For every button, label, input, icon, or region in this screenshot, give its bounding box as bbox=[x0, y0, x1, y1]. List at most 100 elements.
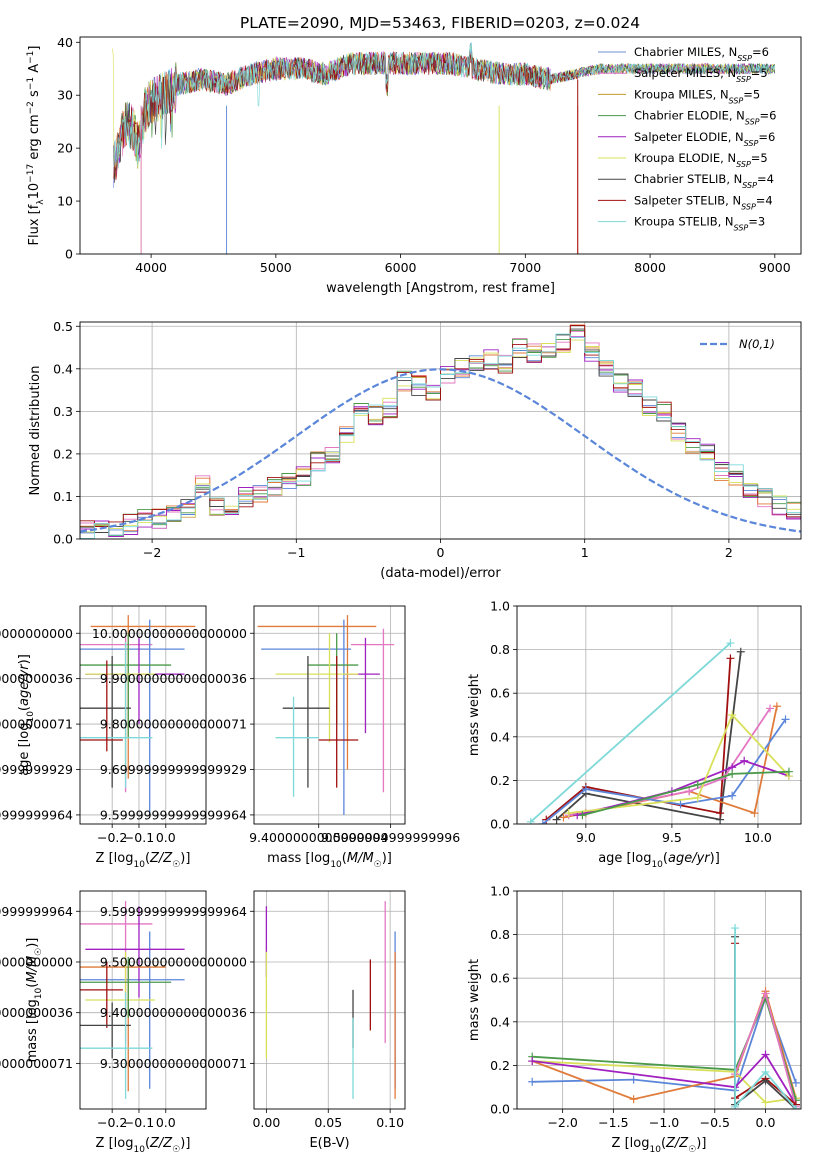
y-tick-label: 0.0 bbox=[490, 817, 510, 832]
x-axis-label: E(B-V) bbox=[309, 1136, 349, 1151]
mass-vs-ebv-axes: 0.00 0.05 0.10 9.30000000000000071 9.4000000… bbox=[100, 891, 405, 1130]
label-part: ( bbox=[661, 1136, 666, 1151]
y-axis-label: Flux [fλ10−17 erg cm−2 s−1 A−1] bbox=[26, 46, 46, 246]
y-tick-label: 10.00000000000000000 bbox=[0, 626, 73, 641]
weight-marker-green bbox=[578, 811, 587, 820]
spectrum-series-cyan bbox=[113, 42, 775, 168]
legend-label-sub: SSP bbox=[736, 75, 751, 84]
label-part: 10 bbox=[330, 860, 342, 870]
mass-vs-z-frame bbox=[79, 890, 207, 1110]
y-tick-label: 0.3 bbox=[53, 404, 73, 419]
y-tick-label: 0.8 bbox=[490, 642, 510, 657]
weight-marker-orange bbox=[559, 813, 568, 822]
legend-label: Kroupa ELODIE, NSSP=5 bbox=[634, 151, 768, 169]
legend-label: N(0,1) bbox=[739, 337, 775, 351]
label-part: ( bbox=[145, 851, 150, 866]
legend-label-suffix: =4 bbox=[757, 172, 774, 186]
label-part: λ bbox=[36, 199, 46, 205]
weight-marker-gray bbox=[552, 815, 561, 824]
legend-label-main: Kroupa STELIB, N bbox=[634, 215, 734, 229]
label-part: 10 bbox=[27, 183, 42, 200]
label-part: mass [log bbox=[267, 851, 330, 866]
weight-marker-yellow bbox=[564, 809, 573, 818]
y-tick-label: 0.4 bbox=[490, 729, 510, 744]
legend-label: Kroupa MILES, NSSP=5 bbox=[634, 87, 760, 105]
legend-label-sub: SSP bbox=[742, 181, 757, 190]
label-part: )] bbox=[180, 851, 190, 866]
x-axis-label: Z [log10(Z/Z☉)] bbox=[96, 851, 191, 870]
weight-vs-age-frame bbox=[516, 605, 802, 825]
legend-label-main: Chabrier STELIB, N bbox=[634, 172, 742, 186]
weight-series-yellow bbox=[568, 713, 790, 814]
x-tick-label: 9000 bbox=[759, 260, 791, 275]
weight-marker-cyan bbox=[731, 1102, 740, 1109]
y-tick-label: 10.00000000000000000 bbox=[92, 626, 247, 641]
x-tick-label: 6000 bbox=[385, 260, 417, 275]
weight-vs-age-series bbox=[526, 639, 793, 824]
weight-marker-pink bbox=[766, 704, 775, 713]
label-part: ☉ bbox=[34, 948, 44, 956]
legend-label: Chabrier ELODIE, NSSP=6 bbox=[634, 109, 776, 127]
label-part: −1 bbox=[26, 77, 36, 90]
legend-label-sub: SSP bbox=[737, 54, 752, 63]
label-part: −1 bbox=[26, 51, 36, 64]
label-part: ☉ bbox=[374, 860, 382, 870]
label-part: erg cm bbox=[27, 114, 42, 163]
y-tick-label: 0.0 bbox=[53, 532, 73, 547]
x-axis-label: mass [log10(M/M☉)] bbox=[267, 851, 392, 870]
y-tick-label: 0.2 bbox=[53, 446, 73, 461]
weight-marker-purple bbox=[740, 756, 749, 765]
y-tick-label: 9.59999999999999964 bbox=[100, 807, 247, 822]
label-part: M/M bbox=[347, 851, 374, 866]
label-part: age/yr bbox=[17, 663, 32, 706]
label-part: ( bbox=[17, 706, 32, 711]
hist-series-blue bbox=[80, 336, 801, 534]
legend-label-main: Salpeter ELODIE, N bbox=[634, 130, 744, 144]
label-part: ( bbox=[25, 983, 40, 988]
label-part: s bbox=[27, 90, 42, 101]
weight-series-yellow bbox=[532, 1060, 797, 1104]
label-part: Z [log bbox=[96, 1136, 134, 1151]
y-tick-label: 30 bbox=[57, 88, 73, 103]
label-part: Flux [f bbox=[27, 204, 42, 245]
weight-marker-gray bbox=[736, 647, 745, 656]
x-axis-label: age [log10(age/yr)] bbox=[598, 851, 720, 870]
legend-label-sub: SSP bbox=[734, 223, 749, 232]
legend-label-suffix: =6 bbox=[752, 45, 769, 59]
x-tick-label: −1 bbox=[287, 545, 305, 560]
label-part: ( bbox=[342, 851, 347, 866]
x-tick-label: 2 bbox=[725, 545, 733, 560]
panels: 4000 5000 6000 7000 8000 9000010203040wavelen… bbox=[0, 35, 802, 1155]
weight-marker-gray bbox=[761, 1076, 770, 1085]
weight-marker-orange bbox=[772, 702, 781, 711]
weight-vs-z-axes: −2.0 −1.5 −1.0 −0.5 0.0 0.0 0.2 0.4 0.6 0.8 1.0 bbox=[490, 884, 801, 1130]
label-part: 10 bbox=[133, 860, 145, 870]
y-tick-label: 0.6 bbox=[490, 686, 510, 701]
label-part: ( bbox=[145, 1136, 150, 1151]
weight-marker-cyan bbox=[791, 1105, 800, 1109]
label-part: M/M bbox=[25, 956, 40, 983]
label-part: −2 bbox=[26, 101, 36, 114]
legend-label-suffix: =3 bbox=[748, 215, 765, 229]
y-tick-label: 9.69999999999999929 bbox=[100, 762, 247, 777]
x-tick-label: 8000 bbox=[634, 260, 666, 275]
label-part: mass [log bbox=[25, 999, 40, 1062]
x-axis-label: Z [log10(Z/Z☉)] bbox=[612, 1136, 707, 1155]
weight-series-gray bbox=[556, 651, 742, 821]
y-tick-label: 1.0 bbox=[490, 884, 510, 899]
weight-marker-yellow bbox=[761, 1098, 770, 1107]
legend-label-main: Salpeter STELIB, N bbox=[634, 193, 741, 207]
x-tick-label: 0.0 bbox=[156, 830, 176, 845]
age-vs-mass-points bbox=[257, 615, 395, 815]
label-part: ☉ bbox=[172, 1145, 180, 1155]
x-tick-label: 9.5999999999999996 bbox=[321, 830, 460, 845]
y-tick-label: 9.69999999999999929 bbox=[0, 762, 73, 777]
spectrum-lines bbox=[112, 42, 776, 254]
legend-label: Chabrier STELIB, NSSP=4 bbox=[634, 172, 774, 190]
label-part: 10 bbox=[651, 860, 663, 870]
weight-marker-red bbox=[726, 654, 735, 663]
spectrum-frame bbox=[79, 36, 802, 255]
label-part: ( bbox=[663, 851, 668, 866]
weight-marker-yellow bbox=[728, 711, 737, 719]
